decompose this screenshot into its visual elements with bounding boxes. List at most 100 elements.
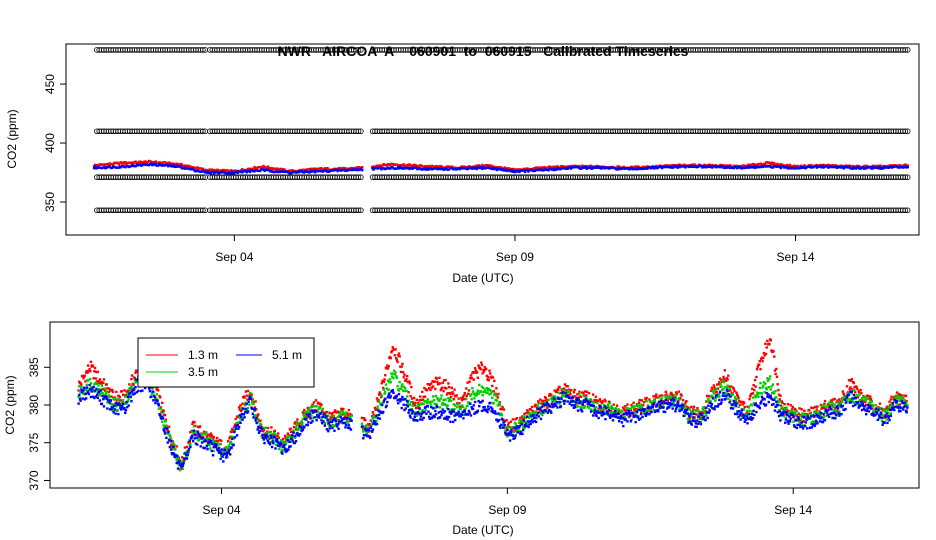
data-point (467, 389, 471, 392)
data-point (687, 406, 690, 410)
data-point (93, 382, 96, 386)
data-point (787, 165, 791, 168)
data-point (588, 165, 592, 169)
data-point (582, 394, 585, 398)
data-point (432, 395, 435, 398)
data-point (362, 416, 366, 420)
data-point (614, 407, 617, 410)
data-point (360, 422, 364, 425)
data-point (733, 403, 736, 407)
data-point (105, 390, 108, 393)
data-point (397, 352, 401, 355)
data-point (509, 426, 512, 429)
data-point (539, 398, 542, 401)
data-point (349, 412, 352, 416)
data-point (764, 352, 768, 356)
data-point (646, 167, 649, 170)
data-point (286, 432, 290, 435)
data-point (881, 167, 885, 170)
data-point (375, 419, 378, 423)
data-point (714, 399, 717, 402)
data-point (699, 420, 703, 424)
data-point (161, 401, 164, 404)
data-point (254, 400, 257, 403)
data-point (233, 429, 237, 432)
data-point (736, 401, 740, 404)
data-point (270, 426, 273, 429)
data-point (524, 416, 528, 420)
data-point (161, 420, 164, 423)
data-point (138, 163, 142, 166)
data-point (380, 382, 384, 385)
data-point (752, 384, 755, 387)
data-point (753, 378, 757, 382)
data-point (897, 394, 900, 398)
data-point (383, 378, 386, 381)
data-point (128, 383, 131, 386)
data-point (542, 409, 545, 412)
data-point (788, 163, 792, 167)
data-point (150, 392, 154, 396)
data-point (527, 412, 530, 415)
data-point (231, 442, 234, 446)
data-point (689, 415, 692, 418)
data-point (615, 404, 619, 407)
data-point (572, 403, 575, 407)
data-point (458, 412, 461, 415)
data-point (633, 408, 636, 411)
data-point (375, 397, 379, 400)
data-point (717, 382, 720, 386)
data-point (677, 390, 681, 393)
data-point (602, 408, 605, 411)
data-point (736, 395, 740, 398)
data-point (530, 412, 534, 415)
data-point (284, 436, 287, 440)
data-point (421, 398, 425, 401)
data-point (350, 414, 353, 417)
data-point (117, 398, 120, 401)
data-point (852, 381, 856, 385)
data-point (495, 387, 498, 390)
data-point (349, 415, 352, 418)
data-point (485, 374, 488, 378)
data-point (753, 394, 757, 397)
data-point (552, 398, 555, 402)
data-point (474, 369, 478, 372)
data-point (685, 399, 688, 403)
data-point (814, 164, 817, 168)
data-point (716, 395, 719, 398)
data-point (248, 391, 252, 395)
data-point (459, 405, 462, 408)
data-point (606, 404, 609, 408)
data-point (711, 395, 714, 398)
data-point (347, 408, 351, 412)
data-point (717, 392, 720, 396)
data-point (157, 407, 161, 410)
data-point (452, 403, 456, 406)
data-point (648, 165, 651, 169)
data-point (618, 165, 621, 168)
data-point (762, 356, 765, 360)
standard-point (355, 207, 362, 214)
data-point (294, 421, 297, 424)
data-point (130, 374, 134, 377)
data-point (420, 398, 423, 401)
data-point (347, 414, 350, 417)
standard-series-std-low2 (94, 174, 911, 181)
data-point (722, 377, 726, 381)
data-point (206, 172, 209, 175)
data-point (132, 386, 135, 390)
data-point (443, 403, 447, 406)
data-point (539, 409, 543, 412)
data-point (171, 442, 174, 445)
data-point (715, 387, 718, 391)
data-point (379, 402, 383, 405)
data-point (904, 394, 908, 397)
data-point (413, 404, 416, 407)
data-point (362, 429, 366, 432)
data-point (504, 419, 507, 422)
data-point (905, 400, 908, 403)
data-point (366, 427, 369, 430)
data-point (97, 381, 100, 385)
data-point (298, 422, 301, 425)
